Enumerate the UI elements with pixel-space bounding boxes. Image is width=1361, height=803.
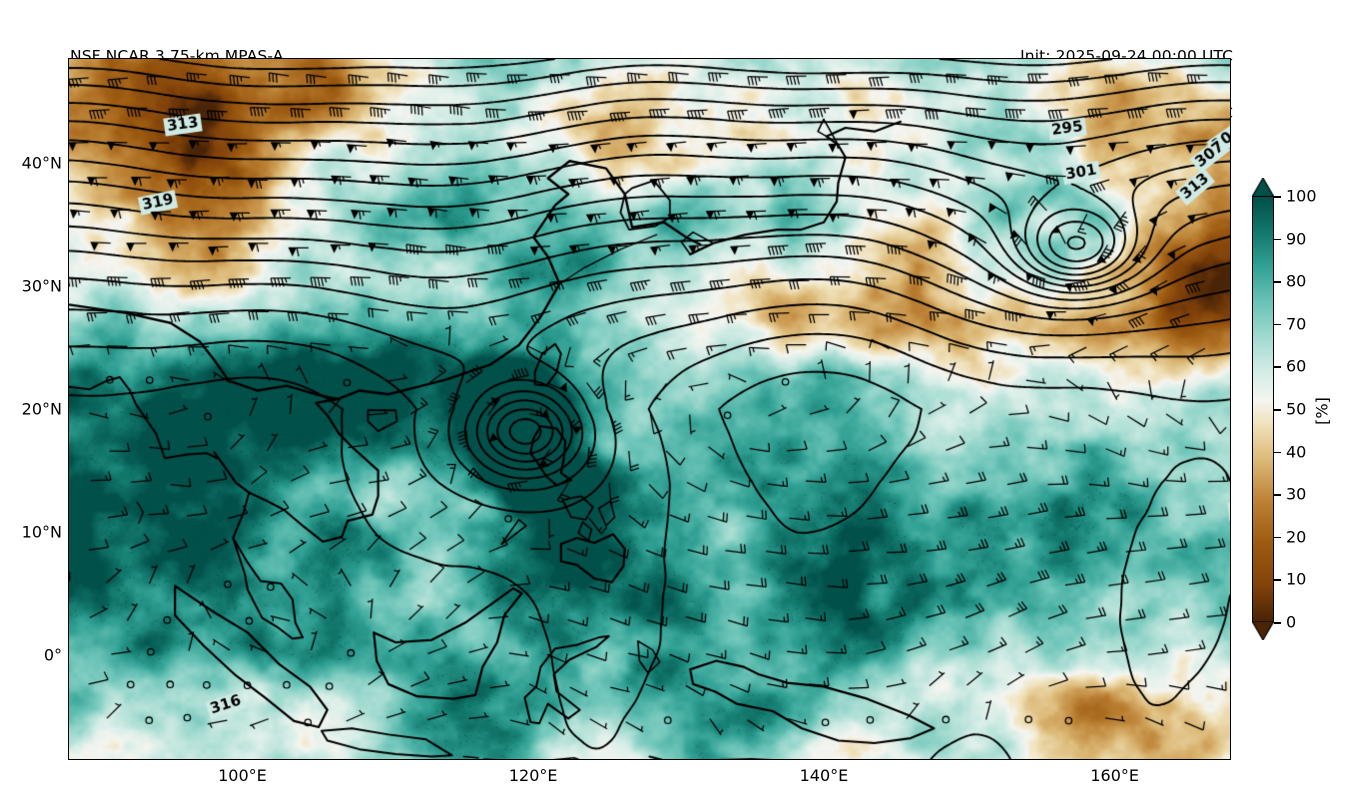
longitude-tick-label: 160°E [1090, 766, 1140, 785]
colorbar-body [1252, 196, 1274, 622]
colorbar-tick-mark [1274, 536, 1281, 539]
latitude-tick-label: 0° [43, 645, 62, 665]
latitude-tick-label: 20°N [21, 399, 62, 419]
colorbar-tick-label: 40 [1286, 442, 1307, 462]
colorbar-tick-mark [1274, 238, 1281, 241]
latitude-tick-label: 40°N [21, 153, 62, 173]
colorbar-tick-mark [1274, 579, 1281, 581]
latitude-tick-label: 10°N [21, 522, 62, 542]
colorbar-tick-label: 10 [1286, 569, 1307, 589]
relative-humidity-map [69, 59, 1230, 759]
colorbar-max-extend-arrow [1252, 178, 1274, 197]
colorbar-tick-label: 60 [1286, 356, 1307, 376]
colorbar-tick-label: 50 [1286, 399, 1307, 419]
colorbar-min-extend-arrow [1252, 621, 1274, 640]
colorbar-tick-mark [1274, 323, 1281, 326]
colorbar-tick-label: 30 [1286, 484, 1307, 504]
colorbar-unit-label: [%] [1312, 397, 1332, 425]
colorbar-tick-mark [1274, 451, 1281, 454]
longitude-tick-label: 140°E [799, 766, 849, 785]
colorbar [1252, 178, 1274, 640]
map-plot-area [68, 58, 1231, 760]
colorbar-tick-label: 100 [1286, 186, 1317, 206]
colorbar-tick-mark [1274, 409, 1281, 411]
colorbar-tick-label: 0 [1286, 612, 1297, 632]
colorbar-tick-label: 90 [1286, 229, 1307, 249]
colorbar-tick-mark [1274, 281, 1281, 283]
colorbar-tick-mark [1274, 196, 1281, 198]
longitude-tick-label: 100°E [218, 766, 267, 785]
colorbar-tick-mark [1274, 494, 1281, 496]
colorbar-gradient [1253, 197, 1273, 621]
colorbar-tick-label: 80 [1286, 271, 1307, 291]
colorbar-tick-label: 20 [1286, 527, 1307, 547]
colorbar-tick-label: 70 [1286, 314, 1307, 334]
colorbar-tick-mark [1274, 366, 1281, 368]
colorbar-tick-mark [1274, 622, 1281, 624]
latitude-tick-label: 30°N [21, 276, 62, 296]
longitude-tick-label: 120°E [508, 766, 558, 785]
